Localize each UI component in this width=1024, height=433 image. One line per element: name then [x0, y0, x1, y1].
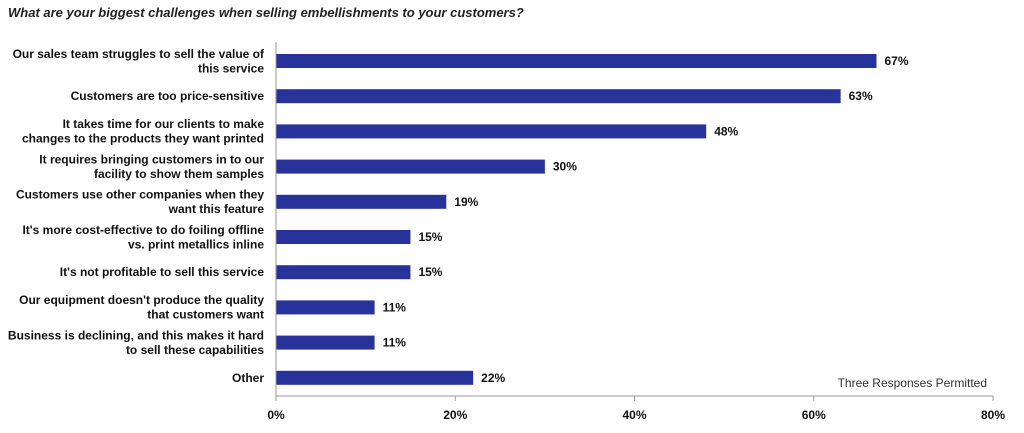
data-label-7: 15% — [418, 265, 442, 279]
category-label-8: Our equipment doesn't produce the qualit… — [19, 293, 264, 322]
x-tick-label-4: 60% — [802, 408, 826, 422]
bar-9 — [276, 335, 375, 350]
x-axis: 0% 20% 40% 60% 80% — [267, 42, 1005, 422]
bar-5 — [276, 194, 447, 209]
category-label-3: It takes time for our clients to make cha… — [22, 117, 264, 146]
data-label-4: 30% — [553, 160, 577, 174]
data-label-6: 15% — [418, 230, 442, 244]
bar-6 — [276, 230, 411, 244]
bar-2 — [276, 89, 841, 104]
category-label-10: Other — [232, 371, 264, 385]
data-label-2: 63% — [849, 89, 873, 103]
bar-10 — [276, 370, 474, 385]
category-label-6: It's more cost-effective to do foiling o… — [22, 223, 264, 252]
bar-1 — [276, 54, 877, 68]
category-label-9: Business is declining, and this makes it… — [8, 328, 264, 357]
data-labels: 67% 63% 48% 30% 19% 15% 15% 11% 11% 22% — [383, 54, 909, 385]
category-label-2: Customers are too price-sensitive — [71, 89, 265, 103]
responses-note: Three Responses Permitted — [838, 376, 987, 390]
data-label-1: 67% — [884, 54, 908, 68]
data-label-10: 22% — [481, 371, 505, 385]
x-tick-label-3: 40% — [622, 408, 646, 422]
bar-3 — [276, 124, 707, 139]
data-label-9: 11% — [383, 336, 407, 350]
category-label-4: It requires bringing customers in to our… — [39, 152, 264, 181]
data-label-5: 19% — [454, 195, 478, 209]
data-label-3: 48% — [714, 124, 738, 138]
category-label-1: Our sales team struggles to sell the val… — [13, 47, 265, 76]
x-tick-label-1: 0% — [267, 408, 285, 422]
bar-7 — [276, 265, 411, 280]
data-label-8: 11% — [383, 300, 407, 314]
category-label-5: Customers use other companies when they w… — [16, 188, 264, 217]
bar-4 — [276, 159, 545, 174]
chart-title: What are your biggest challenges when se… — [8, 5, 524, 20]
category-label-7: It's not profitable to sell this service — [60, 265, 265, 279]
x-tick-label-2: 20% — [443, 408, 467, 422]
bars-layer — [276, 54, 877, 385]
bar-8 — [276, 300, 375, 315]
category-labels: Our sales team struggles to sell the val… — [8, 47, 265, 385]
x-tick-label-5: 80% — [981, 408, 1005, 422]
